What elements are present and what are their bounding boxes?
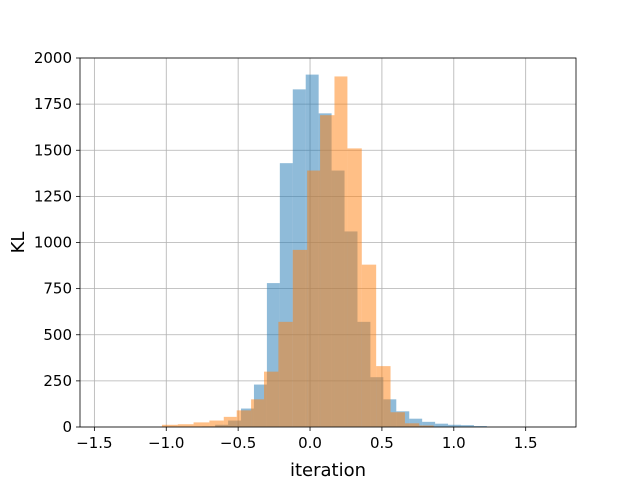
- histogram-bar: [307, 170, 321, 428]
- histogram-bar: [390, 412, 405, 427]
- histogram-bar: [334, 76, 348, 427]
- histogram-bar: [292, 249, 308, 427]
- histogram-bar: [448, 424, 461, 427]
- histogram-bar: [278, 321, 293, 427]
- y-tick-label: 0: [62, 418, 72, 436]
- y-axis-ticks: 0 250 500 750 1000 1250 1500 1750 2000: [34, 49, 80, 436]
- histogram-bar: [419, 425, 434, 427]
- x-tick-label: 1.5: [514, 434, 538, 452]
- histogram-bar: [236, 410, 252, 427]
- y-tick-label: 500: [43, 326, 72, 344]
- histogram-bar: [409, 418, 423, 427]
- x-tick-label: −1.5: [76, 434, 112, 452]
- histogram-bar: [223, 416, 237, 427]
- x-tick-label: −1.0: [148, 434, 184, 452]
- histogram-bar: [251, 399, 265, 427]
- x-tick-label: 1.0: [442, 434, 466, 452]
- histogram-bar: [347, 148, 362, 427]
- histogram-bar: [435, 423, 449, 427]
- histogram-bar: [161, 424, 178, 427]
- histogram-bar: [473, 426, 487, 427]
- histogram-bar: [264, 371, 279, 427]
- histogram-bar: [376, 366, 391, 427]
- y-tick-label: 750: [43, 280, 72, 298]
- histogram-bar: [193, 422, 210, 427]
- y-tick-label: 250: [43, 372, 72, 390]
- histogram-bars: [161, 74, 487, 428]
- histogram-bar: [209, 420, 224, 427]
- histogram-bar: [320, 115, 335, 427]
- histogram-bar: [422, 421, 436, 427]
- x-tick-label: 0.5: [370, 434, 394, 452]
- x-axis-title: iteration: [290, 460, 366, 480]
- y-tick-label: 1500: [34, 141, 72, 159]
- y-tick-label: 2000: [34, 49, 72, 67]
- x-axis-ticks: −1.5 −1.0 −0.5 0.0 0.5 1.0 1.5: [76, 427, 538, 452]
- y-tick-label: 1750: [34, 95, 72, 113]
- histogram-series-2: [161, 76, 434, 428]
- y-axis-title: KL: [8, 232, 29, 254]
- histogram-bar: [361, 264, 377, 427]
- y-tick-label: 1000: [34, 234, 72, 252]
- x-tick-label: −0.5: [220, 434, 256, 452]
- histogram-bar: [460, 425, 474, 427]
- x-tick-label: 0.0: [298, 434, 322, 452]
- histogram-bar: [177, 424, 194, 427]
- histogram-bar: [404, 423, 420, 427]
- y-tick-label: 1250: [34, 187, 72, 205]
